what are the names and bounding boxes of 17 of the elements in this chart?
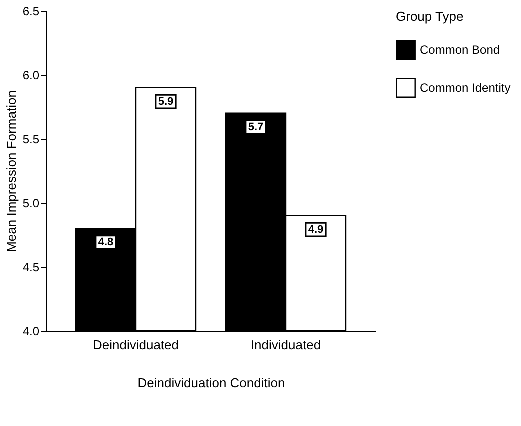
y-tick-label: 6.5: [22, 4, 40, 18]
y-tick-label: 4.5: [22, 260, 40, 274]
y-axis-title: Mean Impression Formation: [4, 90, 19, 252]
y-tick-label: 4.0: [22, 324, 40, 338]
data-label: 5.9: [158, 96, 174, 108]
data-label: 4.8: [98, 236, 114, 249]
legend-title: Group Type: [396, 9, 464, 24]
y-tick-label: 5.0: [22, 196, 40, 210]
y-tick-label: 6.0: [22, 68, 40, 82]
x-tick-label: Individuated: [250, 338, 322, 352]
x-axis-title: Deindividuation Condition: [138, 376, 286, 390]
y-tick-label: 5.5: [22, 132, 40, 146]
legend-label: Common Identity: [420, 81, 511, 95]
data-label: 5.7: [248, 121, 264, 134]
x-tick-label: Deindividuated: [92, 338, 180, 352]
legend-label: Common Bond: [420, 43, 500, 57]
data-label: 4.9: [308, 224, 324, 236]
